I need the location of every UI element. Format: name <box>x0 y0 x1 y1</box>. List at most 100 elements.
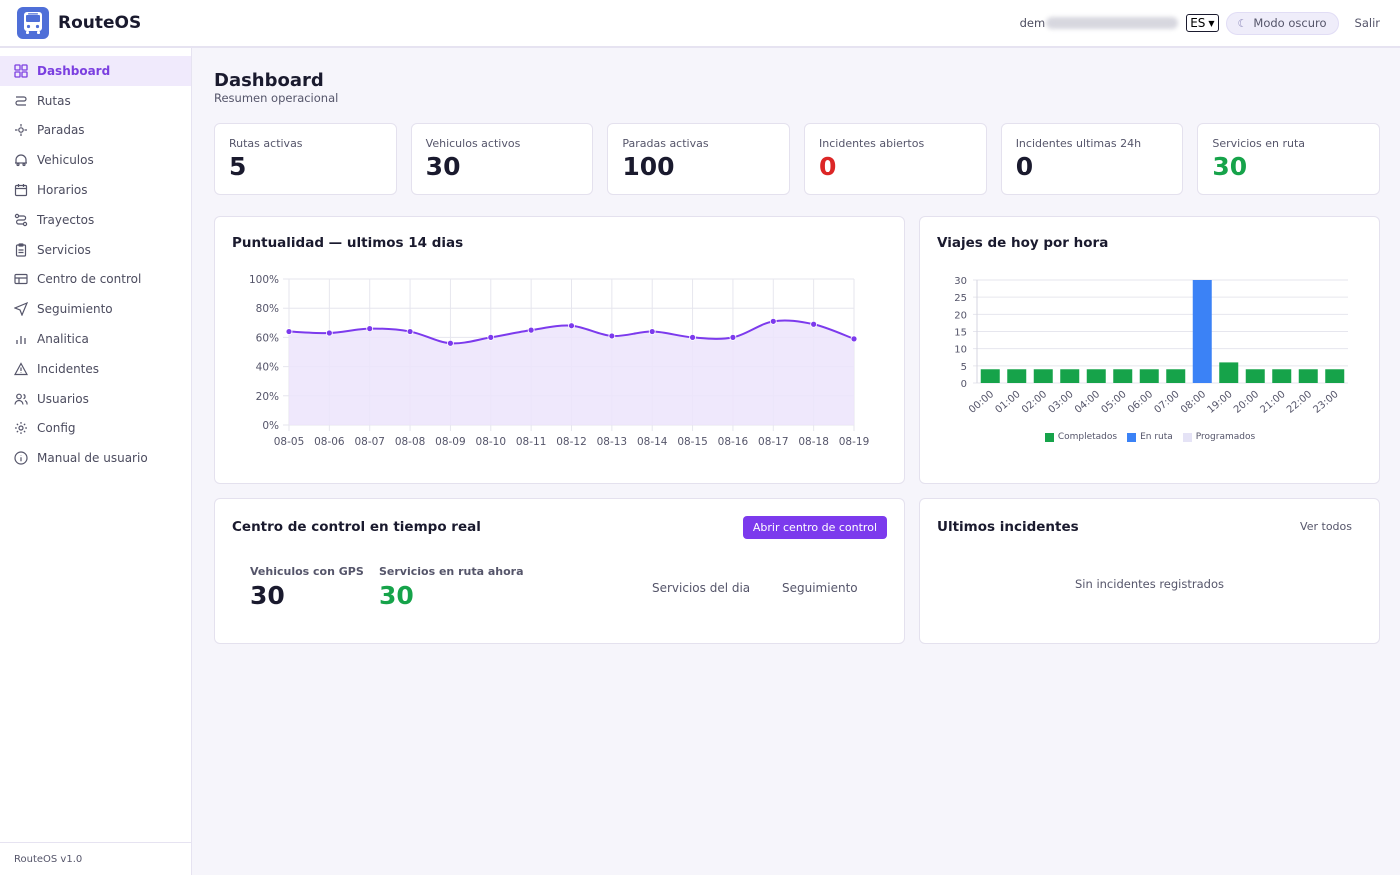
brand-name: RouteOS <box>58 13 142 33</box>
sidebar-item-dashboard[interactable]: Dashboard <box>0 56 191 86</box>
services-of-day-link[interactable]: Servicios del dia <box>652 581 751 595</box>
y-tick-label: 5 <box>961 362 967 373</box>
control-center-card: Centro de control en tiempo real Abrir c… <box>214 498 905 644</box>
sidebar-item-label: Dashboard <box>37 63 111 78</box>
data-point <box>850 335 858 343</box>
open-control-center-button[interactable]: Abrir centro de control <box>742 516 887 539</box>
language-value: ES <box>1190 16 1206 30</box>
bus-icon <box>14 153 28 167</box>
sidebar-item-incidentes[interactable]: Incidentes <box>0 354 191 384</box>
stop-icon <box>14 123 28 137</box>
data-point <box>325 329 333 337</box>
x-tick-label: 22:00 <box>1285 389 1314 416</box>
logout-button[interactable]: Salir <box>1354 16 1380 30</box>
user-email-text: dem <box>1019 16 1046 30</box>
x-tick-label: 08-06 <box>314 436 345 448</box>
sidebar-footer-version: RouteOS v1.0 <box>0 842 191 875</box>
bar-chart-icon <box>14 332 28 346</box>
brand[interactable]: RouteOS <box>17 7 141 39</box>
legend-label: Completados <box>1057 432 1118 442</box>
x-tick-label: 19:00 <box>1206 389 1235 416</box>
sidebar-item-servicios[interactable]: Servicios <box>0 235 191 265</box>
data-point <box>285 328 293 335</box>
data-point <box>810 320 818 328</box>
sidebar-item-seguimiento[interactable]: Seguimiento <box>0 294 191 324</box>
y-tick-label: 20 <box>954 310 967 321</box>
y-tick-label: 30 <box>954 276 967 287</box>
bar <box>1033 369 1053 383</box>
sidebar-item-label: Paradas <box>37 123 85 138</box>
sidebar-item-label: Servicios <box>37 242 91 257</box>
sidebar-item-vehiculos[interactable]: Vehiculos <box>0 145 191 175</box>
data-point <box>447 339 454 347</box>
dark-mode-toggle[interactable]: ☾ Modo oscuro <box>1225 11 1339 35</box>
control-center-title: Centro de control en tiempo real <box>232 519 481 535</box>
sidebar-item-config[interactable]: Config <box>0 414 191 444</box>
bar <box>1139 369 1159 383</box>
bar <box>1272 369 1292 383</box>
sidebar-item-manual-de-usuario[interactable]: Manual de usuario <box>0 443 191 473</box>
bar <box>1325 369 1345 383</box>
data-point <box>648 328 656 335</box>
bar <box>1060 369 1080 383</box>
view-all-link[interactable]: Ver todos <box>1300 520 1352 533</box>
y-tick-label: 0% <box>262 420 279 432</box>
sidebar-item-horarios[interactable]: Horarios <box>0 175 191 205</box>
x-tick-label: 08-08 <box>395 436 426 448</box>
route-icon <box>14 94 28 108</box>
x-tick-label: 04:00 <box>1073 389 1102 416</box>
y-tick-label: 100% <box>249 274 279 286</box>
gear-icon <box>14 421 28 435</box>
stat-label: Paradas activas <box>622 137 709 150</box>
sidebar-item-label: Trayectos <box>37 212 95 227</box>
x-tick-label: 20:00 <box>1232 389 1261 416</box>
bar <box>980 369 1000 383</box>
bar <box>1086 369 1106 383</box>
path-icon <box>14 213 28 227</box>
y-tick-label: 80% <box>256 303 279 315</box>
sidebar-item-trayectos[interactable]: Trayectos <box>0 205 191 235</box>
sidebar-item-label: Horarios <box>37 183 88 198</box>
punctuality-card: Puntualidad — ultimos 14 dias 0% 20% 40% 60… <box>214 216 905 484</box>
x-tick-label: 21:00 <box>1259 389 1288 416</box>
language-select[interactable]: ES ▼ <box>1186 14 1219 32</box>
empty-incidents-message: Sin incidentes registrados <box>1075 577 1224 591</box>
stat-card-incidentes-abiertos: Incidentes abiertos 0 <box>804 123 987 195</box>
bar <box>1007 369 1027 383</box>
page-title: Dashboard <box>214 70 324 91</box>
sidebar-item-label: Manual de usuario <box>37 451 148 466</box>
sidebar-item-label: Vehiculos <box>37 153 94 168</box>
x-tick-label: 03:00 <box>1047 389 1076 416</box>
data-point <box>769 317 777 325</box>
info-icon <box>14 451 28 465</box>
sidebar-item-label: Config <box>37 421 76 436</box>
legend-item-en-ruta: En ruta <box>1127 432 1173 442</box>
sidebar-item-label: Usuarios <box>37 391 89 406</box>
sidebar-item-analitica[interactable]: Analitica <box>0 324 191 354</box>
stat-value: 100 <box>622 152 675 181</box>
data-point <box>406 328 414 335</box>
y-tick-label: 10 <box>954 345 967 356</box>
sidebar-item-rutas[interactable]: Rutas <box>0 86 191 116</box>
x-tick-label: 08-16 <box>718 436 749 448</box>
bus-logo-icon <box>17 7 49 39</box>
sidebar-item-label: Rutas <box>37 93 71 108</box>
users-icon <box>14 392 28 406</box>
x-tick-label: 08-13 <box>597 436 628 448</box>
data-point <box>487 334 495 341</box>
latest-incidents-title: Ultimos incidentes <box>937 519 1079 535</box>
sidebar-item-paradas[interactable]: Paradas <box>0 116 191 146</box>
sidebar-item-label: Centro de control <box>37 272 142 287</box>
sidebar-item-centro-de-control[interactable]: Centro de control <box>0 265 191 295</box>
sidebar-item-usuarios[interactable]: Usuarios <box>0 384 191 414</box>
stat-label: Incidentes ultimas 24h <box>1015 137 1142 150</box>
legend-item-programados: Programados <box>1182 432 1255 442</box>
data-point <box>608 332 616 340</box>
stat-card-rutas-activas: Rutas activas 5 <box>214 123 397 195</box>
legend-swatch <box>1044 432 1054 442</box>
bar <box>1192 280 1212 383</box>
data-point <box>568 322 575 330</box>
tracking-link[interactable]: Seguimiento <box>782 581 858 595</box>
gps-vehicles-stat: Vehiculos con GPS 30 <box>250 565 364 610</box>
x-tick-label: 07:00 <box>1153 389 1182 416</box>
